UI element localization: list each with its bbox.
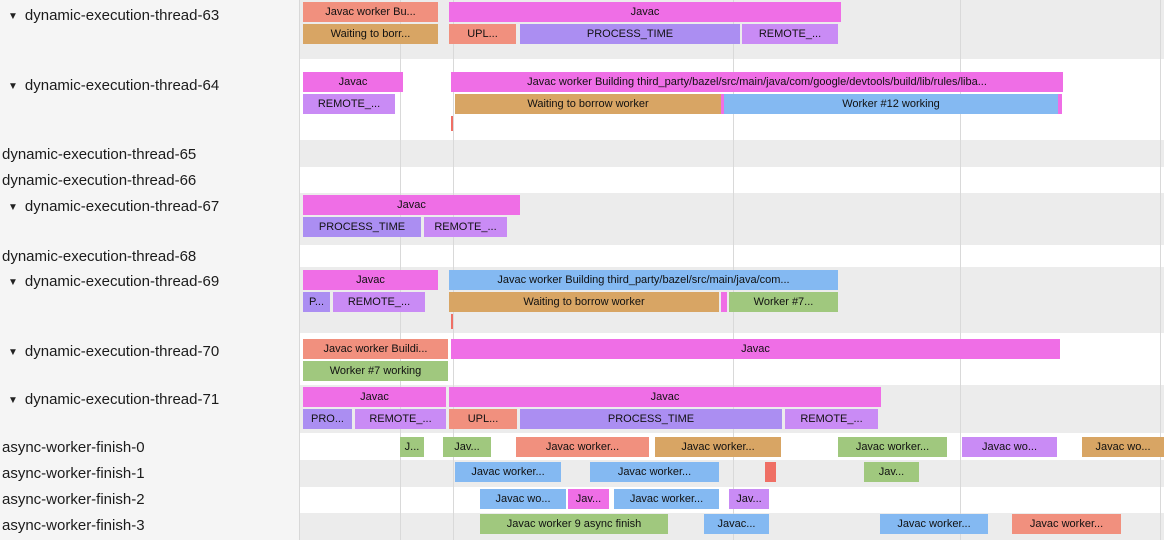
trace-event-bar[interactable]: PROCESS_TIME xyxy=(520,24,740,44)
trace-event-bar[interactable]: Waiting to borrow worker xyxy=(449,292,719,312)
flow-event-tick[interactable] xyxy=(451,116,453,131)
trace-event-bar[interactable]: Javac xyxy=(303,270,438,290)
track-header-dynamic-execution-thread-71[interactable]: ▼ dynamic-execution-thread-71 xyxy=(8,390,219,410)
track-header-async-worker-finish-2[interactable]: async-worker-finish-2 xyxy=(2,490,145,510)
trace-event-bar[interactable]: Jav... xyxy=(864,462,919,482)
trace-event-bar[interactable] xyxy=(721,94,725,114)
trace-event-bar[interactable]: Javac xyxy=(303,387,446,407)
trace-event-bar[interactable]: Javac worker... xyxy=(455,462,561,482)
track-header-async-worker-finish-1[interactable]: async-worker-finish-1 xyxy=(2,464,145,484)
trace-event-bar[interactable]: Javac worker... xyxy=(614,489,719,509)
trace-event-bar[interactable]: Javac... xyxy=(704,514,769,534)
trace-event-bar[interactable] xyxy=(765,462,776,482)
track-name: async-worker-finish-0 xyxy=(2,439,145,456)
trace-event-bar[interactable]: Javac worker Building third_party/bazel/… xyxy=(451,72,1063,92)
track-header-dynamic-execution-thread-65[interactable]: dynamic-execution-thread-65 xyxy=(2,145,196,165)
collapse-triangle-icon[interactable]: ▼ xyxy=(8,395,18,406)
trace-event-bar[interactable]: Javac wo... xyxy=(480,489,566,509)
row-background xyxy=(300,460,1164,487)
trace-event-bar[interactable]: Jav... xyxy=(568,489,609,509)
collapse-triangle-icon[interactable]: ▼ xyxy=(8,202,18,213)
trace-event-bar[interactable]: REMOTE_... xyxy=(424,217,507,237)
trace-event-bar[interactable]: P... xyxy=(303,292,330,312)
trace-event-bar[interactable]: Javac worker Building third_party/bazel/… xyxy=(449,270,838,290)
trace-event-bar[interactable]: Javac xyxy=(449,2,841,22)
trace-event-bar[interactable]: UPL... xyxy=(449,24,516,44)
track-name: dynamic-execution-thread-70 xyxy=(24,343,220,360)
track-header-dynamic-execution-thread-68[interactable]: dynamic-execution-thread-68 xyxy=(2,247,196,267)
row-background xyxy=(300,245,1164,267)
trace-event-bar[interactable]: Javac worker 9 async finish xyxy=(480,514,668,534)
trace-event-bar[interactable]: Worker #12 working xyxy=(724,94,1058,114)
trace-event-bar[interactable]: UPL... xyxy=(449,409,517,429)
trace-event-bar[interactable]: Waiting to borrow worker xyxy=(455,94,721,114)
trace-event-bar[interactable]: REMOTE_... xyxy=(785,409,878,429)
trace-event-bar[interactable]: Javac worker... xyxy=(590,462,719,482)
track-name: dynamic-execution-thread-71 xyxy=(24,391,220,408)
track-header-async-worker-finish-3[interactable]: async-worker-finish-3 xyxy=(2,516,145,536)
trace-event-bar[interactable]: Javac xyxy=(303,72,403,92)
track-name: dynamic-execution-thread-66 xyxy=(2,172,197,189)
trace-event-bar[interactable]: Javac worker... xyxy=(838,437,947,457)
trace-event-bar[interactable]: PRO... xyxy=(303,409,352,429)
track-name: async-worker-finish-3 xyxy=(2,517,145,534)
trace-event-bar[interactable] xyxy=(1058,94,1062,114)
track-name: dynamic-execution-thread-67 xyxy=(24,198,220,215)
trace-event-bar[interactable]: Javac xyxy=(449,387,881,407)
collapse-triangle-icon[interactable]: ▼ xyxy=(8,277,18,288)
track-name: async-worker-finish-1 xyxy=(2,465,145,482)
track-name: dynamic-execution-thread-63 xyxy=(24,7,220,24)
trace-event-bar[interactable]: Javac worker... xyxy=(880,514,988,534)
collapse-triangle-icon[interactable]: ▼ xyxy=(8,81,18,92)
trace-event-bar[interactable]: REMOTE_... xyxy=(355,409,446,429)
trace-event-bar[interactable]: Javac worker Buildi... xyxy=(303,339,448,359)
trace-event-bar[interactable]: Worker #7 working xyxy=(303,361,448,381)
track-header-dynamic-execution-thread-63[interactable]: ▼ dynamic-execution-thread-63 xyxy=(8,6,219,26)
collapse-triangle-icon[interactable]: ▼ xyxy=(8,347,18,358)
trace-event-bar[interactable]: Javac worker... xyxy=(516,437,649,457)
track-name: dynamic-execution-thread-68 xyxy=(2,248,197,265)
trace-event-bar[interactable]: REMOTE_... xyxy=(742,24,838,44)
trace-event-bar[interactable]: Javac wo... xyxy=(962,437,1057,457)
gridline xyxy=(1160,0,1161,540)
track-name: dynamic-execution-thread-69 xyxy=(24,273,220,290)
trace-event-bar[interactable]: Waiting to borr... xyxy=(303,24,438,44)
track-name: dynamic-execution-thread-64 xyxy=(24,77,220,94)
trace-event-bar[interactable]: Jav... xyxy=(729,489,769,509)
track-header-dynamic-execution-thread-66[interactable]: dynamic-execution-thread-66 xyxy=(2,171,196,191)
track-name: dynamic-execution-thread-65 xyxy=(2,146,197,163)
collapse-triangle-icon[interactable]: ▼ xyxy=(8,11,18,22)
trace-event-bar[interactable]: J... xyxy=(400,437,424,457)
trace-event-bar[interactable]: Javac worker Bu... xyxy=(303,2,438,22)
row-background xyxy=(300,140,1164,167)
trace-event-bar[interactable]: REMOTE_... xyxy=(303,94,395,114)
trace-event-bar[interactable]: Worker #7... xyxy=(729,292,838,312)
track-header-dynamic-execution-thread-67[interactable]: ▼ dynamic-execution-thread-67 xyxy=(8,197,219,217)
trace-event-bar[interactable]: Jav... xyxy=(443,437,491,457)
trace-event-bar[interactable]: REMOTE_... xyxy=(333,292,425,312)
track-list: ▼ dynamic-execution-thread-63 ▼ dynamic-exe… xyxy=(0,0,300,540)
flow-event-tick[interactable] xyxy=(451,314,453,329)
row-background xyxy=(300,167,1164,193)
trace-event-bar[interactable] xyxy=(721,292,727,312)
trace-event-bar[interactable]: Javac worker... xyxy=(655,437,781,457)
track-header-dynamic-execution-thread-70[interactable]: ▼ dynamic-execution-thread-70 xyxy=(8,342,219,362)
trace-event-bar[interactable]: Javac xyxy=(451,339,1060,359)
gridline xyxy=(960,0,961,540)
track-header-dynamic-execution-thread-64[interactable]: ▼ dynamic-execution-thread-64 xyxy=(8,76,219,96)
trace-event-bar[interactable]: Javac xyxy=(303,195,520,215)
trace-event-bar[interactable]: PROCESS_TIME xyxy=(520,409,782,429)
trace-event-bar[interactable]: PROCESS_TIME xyxy=(303,217,421,237)
track-header-async-worker-finish-0[interactable]: async-worker-finish-0 xyxy=(2,438,145,458)
trace-event-bar[interactable]: Javac worker... xyxy=(1012,514,1121,534)
trace-event-bar[interactable]: Javac wo... xyxy=(1082,437,1164,457)
track-name: async-worker-finish-2 xyxy=(2,491,145,508)
track-header-dynamic-execution-thread-69[interactable]: ▼ dynamic-execution-thread-69 xyxy=(8,272,219,292)
